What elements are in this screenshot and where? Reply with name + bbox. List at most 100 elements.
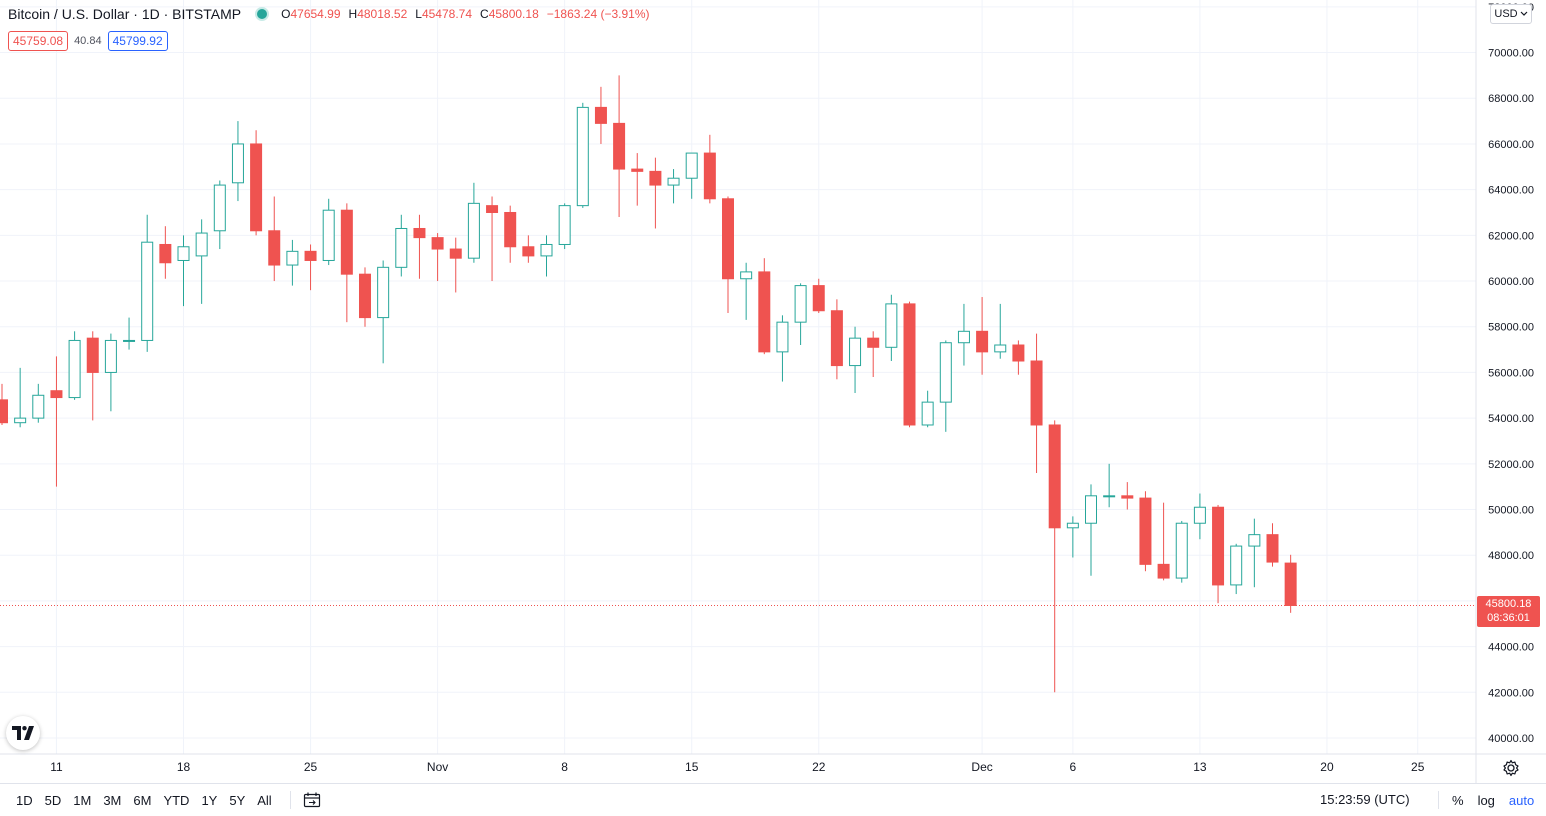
price-tick-label: 48000.00 xyxy=(1488,550,1534,562)
candle-body xyxy=(994,344,1007,353)
range-6m-button[interactable]: 6M xyxy=(133,792,152,808)
candle-body xyxy=(1266,534,1279,563)
candle-body xyxy=(1121,495,1134,499)
candle-up xyxy=(667,169,680,204)
candle-body xyxy=(50,390,63,399)
tradingview-logo[interactable] xyxy=(6,716,40,750)
candle-down xyxy=(0,383,8,425)
candle-body xyxy=(486,205,499,213)
candle-down xyxy=(758,258,771,355)
price-tick-label: 70000.00 xyxy=(1488,48,1534,60)
candle-body xyxy=(340,209,353,275)
candle-body xyxy=(576,106,589,207)
symbol-title[interactable]: Bitcoin / U.S. Dollar · 1D · BITSTAMP xyxy=(8,6,242,22)
range-5y-button[interactable]: 5Y xyxy=(229,792,246,808)
candle-body xyxy=(413,227,426,239)
candle-down xyxy=(1266,523,1279,567)
candle-body xyxy=(903,303,916,426)
candle-up xyxy=(885,294,898,362)
range-ytd-button[interactable]: YTD xyxy=(163,792,190,808)
candle-body xyxy=(1212,506,1225,586)
bid-ask-row: 45759.08 40.84 45799.92 xyxy=(8,31,168,51)
candle-down xyxy=(867,331,880,377)
candle-body xyxy=(159,243,172,264)
currency-selector[interactable]: USD xyxy=(1490,4,1532,24)
candle-body xyxy=(286,250,299,266)
candle-up xyxy=(213,180,226,250)
candle-down xyxy=(268,196,281,282)
candle-body xyxy=(522,246,535,257)
candle-down xyxy=(486,196,499,282)
buy-price-button[interactable]: 45799.92 xyxy=(107,31,168,51)
candle-body xyxy=(123,339,136,342)
range-3m-button[interactable]: 3M xyxy=(103,792,122,808)
open-value: 47654.99 xyxy=(290,7,341,21)
candle-body xyxy=(613,122,626,170)
candle-up xyxy=(957,303,970,366)
currency-label: USD xyxy=(1494,8,1518,20)
price-tick-label: 40000.00 xyxy=(1488,733,1534,745)
candle-body xyxy=(1030,360,1043,426)
candle-up xyxy=(14,367,27,428)
candle-up xyxy=(994,303,1007,359)
goto-date-button[interactable] xyxy=(301,789,323,811)
candle-body xyxy=(68,339,81,399)
chart-settings-button[interactable] xyxy=(1500,757,1522,779)
candle-body xyxy=(1193,506,1206,524)
range-5d-button[interactable]: 5D xyxy=(44,792,62,808)
price-tick-label: 54000.00 xyxy=(1488,413,1534,425)
last-price-value: 45800.18 xyxy=(1485,598,1532,610)
candle-body xyxy=(1175,522,1188,579)
candle-up xyxy=(540,235,553,277)
candle-body xyxy=(32,394,45,419)
percent-scale-button[interactable]: % xyxy=(1452,792,1464,808)
candle-body xyxy=(1012,344,1025,362)
candlestick-series xyxy=(0,75,1297,693)
candle-body xyxy=(1085,495,1097,524)
range-1d-button[interactable]: 1D xyxy=(16,792,33,808)
range-all-button[interactable]: All xyxy=(257,792,272,808)
candle-down xyxy=(1139,491,1152,572)
candle-down xyxy=(976,297,989,375)
time-tick-label: 25 xyxy=(304,760,318,774)
log-scale-button[interactable]: log xyxy=(1477,792,1495,808)
candle-body xyxy=(631,168,644,172)
candle-up xyxy=(141,214,154,352)
range-1m-button[interactable]: 1M xyxy=(73,792,92,808)
price-tick-label: 64000.00 xyxy=(1488,185,1534,197)
candle-down xyxy=(830,299,843,380)
price-tick-label: 60000.00 xyxy=(1488,276,1534,288)
utc-clock[interactable]: 15:23:59 (UTC) xyxy=(1320,792,1410,807)
auto-scale-button[interactable]: auto xyxy=(1508,792,1535,808)
candle-up xyxy=(322,198,335,266)
candle-body xyxy=(649,170,662,186)
candle-down xyxy=(1030,333,1043,473)
open-label: O xyxy=(281,7,291,21)
candle-body xyxy=(1230,545,1243,586)
candle-down xyxy=(613,75,626,218)
candle-up xyxy=(1248,518,1261,588)
candle-body xyxy=(758,271,771,353)
candle-down xyxy=(1284,554,1297,613)
candle-body xyxy=(885,303,898,348)
high-value: 48018.52 xyxy=(357,7,408,21)
time-tick-label: 6 xyxy=(1070,760,1077,774)
candle-down xyxy=(1157,502,1170,581)
candle-body xyxy=(195,232,208,257)
candle-up xyxy=(1175,520,1188,583)
market-status-icon[interactable] xyxy=(255,7,270,21)
price-tick-label: 50000.00 xyxy=(1488,505,1534,517)
candle-body xyxy=(921,401,934,426)
sell-price-button[interactable]: 45759.08 xyxy=(8,31,69,51)
tradingview-icon xyxy=(12,726,34,740)
candle-up xyxy=(395,214,408,277)
candle-body xyxy=(431,237,444,250)
candle-body xyxy=(467,202,480,259)
price-tick-label: 58000.00 xyxy=(1488,322,1534,334)
candle-down xyxy=(594,86,607,144)
time-tick-label: 25 xyxy=(1411,760,1425,774)
candle-up xyxy=(377,260,390,364)
candle-down xyxy=(340,203,353,323)
price-chart[interactable]: 40000.0042000.0044000.0046000.0048000.00… xyxy=(0,0,1546,783)
range-1y-button[interactable]: 1Y xyxy=(201,792,218,808)
